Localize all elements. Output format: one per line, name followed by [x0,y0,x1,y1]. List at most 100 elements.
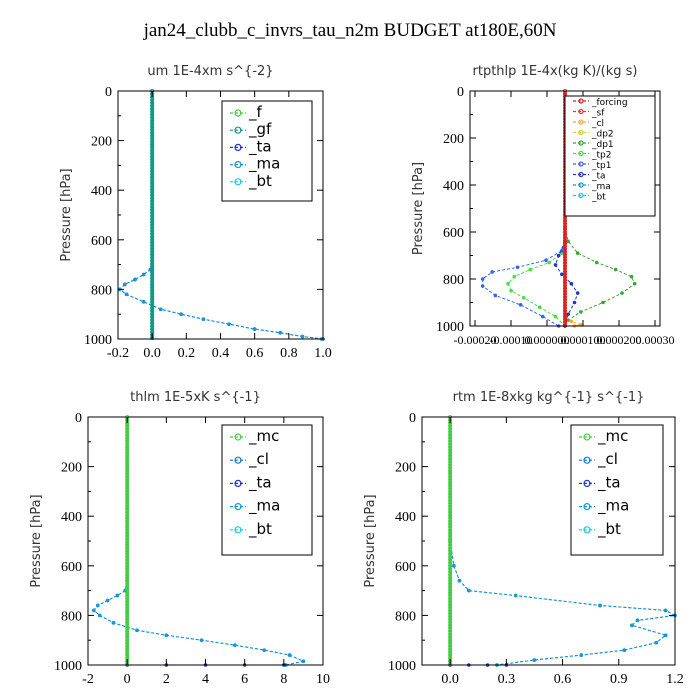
series-line-ma [118,264,322,340]
series-line-ma [449,540,677,666]
legend-marker [578,119,584,125]
y-tick-label: 200 [61,461,82,476]
legend-marker [578,129,584,136]
x-tick-label: 0.000000 [525,333,570,347]
y-tick-label: 0 [457,85,464,100]
series-point [575,251,580,255]
y-tick-label: 200 [395,461,416,476]
legend-label: _bt [248,172,272,191]
series-point [654,640,659,645]
legend-box [221,424,313,556]
x-tick-label: 0.00030 [636,333,675,347]
series-point [480,277,485,281]
series-point [541,314,545,319]
y-axis-label: Pressure [hPa] [363,494,378,587]
legend-label: _bt [591,193,606,203]
legend-marker [234,178,242,186]
legend-marker [234,479,242,487]
series-point [97,613,102,618]
y-tick-label: 800 [395,609,416,624]
series-point [622,648,627,652]
y-tick-label: 400 [395,510,416,525]
series-point [301,659,306,664]
legend-label: _dp1 [591,140,614,150]
series-point [287,653,292,657]
legend-label: _f [248,103,263,122]
series-point [613,267,618,272]
legend-label: _ta [248,137,272,156]
x-tick-label: 10 [316,672,330,687]
series-point [493,293,498,298]
x-tick-label: 6 [241,672,248,687]
x-tick-label: 0.6 [246,346,264,361]
legend-marker [583,479,591,487]
legend-label: _bt [597,520,621,539]
legend-marker [583,503,591,511]
legend-label: _ta [248,473,272,492]
series-point [135,628,139,633]
x-tick-label: 0.0 [143,346,161,361]
y-tick-label: 600 [395,560,416,575]
series-point [522,296,526,300]
y-tick-label: 200 [91,135,112,150]
series-point [630,623,634,628]
y-tick-label: 600 [443,226,464,241]
series-point [105,598,110,603]
y-axis-label: Pressure [hPa] [29,494,44,587]
legend-marker [234,161,242,169]
legend-label: _cl [248,450,269,469]
y-tick-label: 800 [61,609,82,624]
series-point [553,314,558,319]
y-tick-label: 400 [91,184,112,199]
legend-label: _gf [248,120,272,139]
series-point [300,334,305,339]
y-tick-label: 1000 [436,320,464,335]
series-point [663,608,668,613]
x-tick-label: 0.4 [212,346,230,361]
figure-title: jan24_clubb_c_invrs_tau_n2m BUDGET at180… [143,20,557,41]
series-point [506,281,510,286]
x-tick-label: 0.2 [178,346,196,361]
legend-label: _sf [591,109,605,119]
series-point [457,578,462,583]
series-point [111,621,116,625]
series-point [115,593,120,598]
legend-marker [578,108,584,115]
series-point [452,564,456,568]
series-point [632,281,637,286]
x-tick-label: 4 [202,672,209,687]
series-point [537,305,542,310]
legend-label: _cl [591,119,604,129]
series-point [141,300,146,304]
series-line-tp2 [507,241,566,327]
legend-label: _mc [248,427,279,446]
legend-marker [578,150,584,157]
series-point [566,239,570,244]
chart-panel-4: rtm 1E-8xkg kg^{-1} s^{-1} Pressure [hPa]… [363,390,684,687]
series-marker [563,323,568,328]
series-point [579,653,584,657]
series-point [201,317,206,321]
panel-title: rtm 1E-8xkg kg^{-1} s^{-1} [453,390,645,405]
series-point [532,658,537,662]
y-tick-label: 0 [105,85,112,100]
legend-label: _tp2 [591,151,611,161]
legend-marker [578,161,584,167]
series-line-ma [93,580,305,666]
x-tick-label: 2 [163,672,170,687]
series-point [629,274,634,279]
series-point [490,270,494,274]
legend-label: _mc [597,427,628,446]
x-tick-label: 0.0 [441,672,459,687]
series-point [158,307,163,312]
series-point [575,291,580,295]
series-point [566,318,570,322]
series-point [124,292,129,297]
y-tick-label: 1000 [388,659,416,674]
legend-marker [578,171,584,178]
series-point [579,310,583,314]
series-point [252,327,257,331]
legend-marker [234,433,242,441]
legend-marker [234,526,242,534]
legend-label: _bt [248,520,272,539]
